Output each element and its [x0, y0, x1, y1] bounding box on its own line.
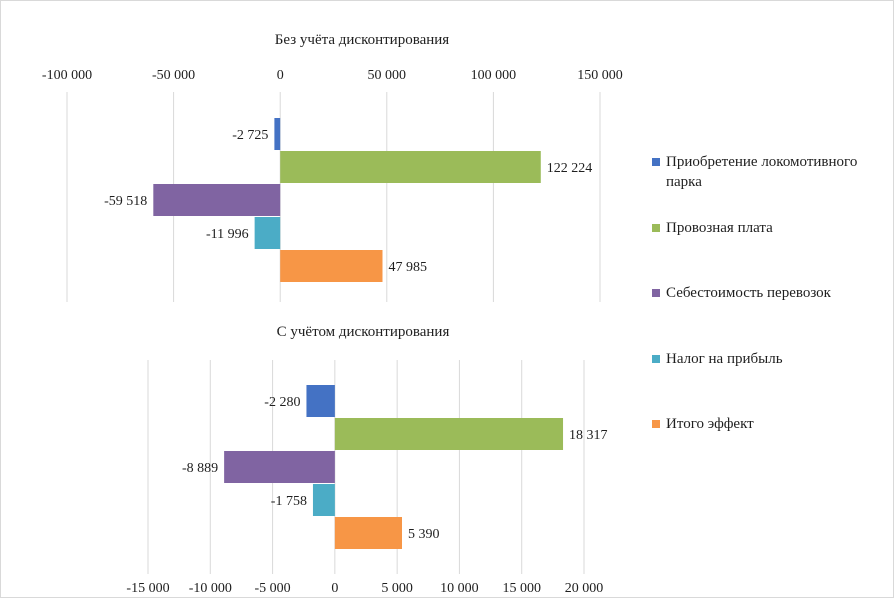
chart-title-1: Без учёта дисконтирования — [275, 32, 450, 48]
bar-acquisition — [274, 118, 281, 150]
tick-label: 0 — [277, 68, 284, 83]
tick-label: 15 000 — [502, 581, 541, 596]
bar-freight — [280, 151, 541, 183]
tick-label: 0 — [331, 581, 338, 596]
bar-tax — [254, 217, 281, 249]
data-label-freight: 122 224 — [547, 161, 593, 176]
tick-label: 50 000 — [368, 68, 407, 83]
chart-title-2: С учётом дисконтирования — [277, 324, 450, 340]
tick-label: 100 000 — [471, 68, 517, 83]
bar-total — [280, 250, 383, 282]
data-label-total: 47 985 — [389, 260, 428, 275]
tick-label: 5 000 — [381, 581, 413, 596]
data-label-tax: -1 758 — [271, 494, 307, 509]
tick-label: -15 000 — [126, 581, 169, 596]
data-label-total: 5 390 — [408, 527, 440, 542]
chart-panel-2: С учётом дисконтирования -15 000 -10 000 -5… — [126, 324, 607, 596]
tick-label: -10 000 — [189, 581, 232, 596]
chart-panel-1: Без учёта дисконтирования -100 000 -50 000… — [42, 32, 623, 302]
legend-swatch-tax — [652, 355, 660, 363]
legend-swatch-freight — [652, 224, 660, 232]
tick-label: -100 000 — [42, 68, 92, 83]
legend-swatch-total — [652, 420, 660, 428]
bar-acquisition — [306, 385, 335, 417]
legend-swatch-acquisition — [652, 158, 660, 166]
tick-label: 150 000 — [577, 68, 623, 83]
legend-label-freight: Провозная плата — [666, 220, 773, 236]
tick-label: 10 000 — [440, 581, 479, 596]
legend-label-total: Итого эффект — [666, 416, 754, 432]
data-label-tax: -11 996 — [206, 227, 249, 242]
data-label-cost: -59 518 — [104, 194, 147, 209]
bar-cost — [153, 184, 281, 216]
data-label-acquisition: -2 280 — [264, 395, 300, 410]
bar-freight — [334, 418, 564, 450]
data-label-acquisition: -2 725 — [232, 128, 268, 143]
bar-cost — [224, 451, 335, 483]
bar-tax — [312, 484, 335, 516]
legend-label-tax: Налог на прибыль — [666, 351, 783, 367]
data-label-freight: 18 317 — [569, 428, 608, 443]
legend-label-cost: Себестоимость перевозок — [666, 285, 831, 301]
legend-swatch-cost — [652, 289, 660, 297]
data-label-cost: -8 889 — [182, 461, 218, 476]
tick-label: 20 000 — [565, 581, 604, 596]
tick-label: -50 000 — [152, 68, 195, 83]
tick-label: -5 000 — [254, 581, 290, 596]
legend-label-acquisition: Приобретение локомотивного парка — [666, 154, 858, 190]
bar-total — [334, 517, 403, 549]
